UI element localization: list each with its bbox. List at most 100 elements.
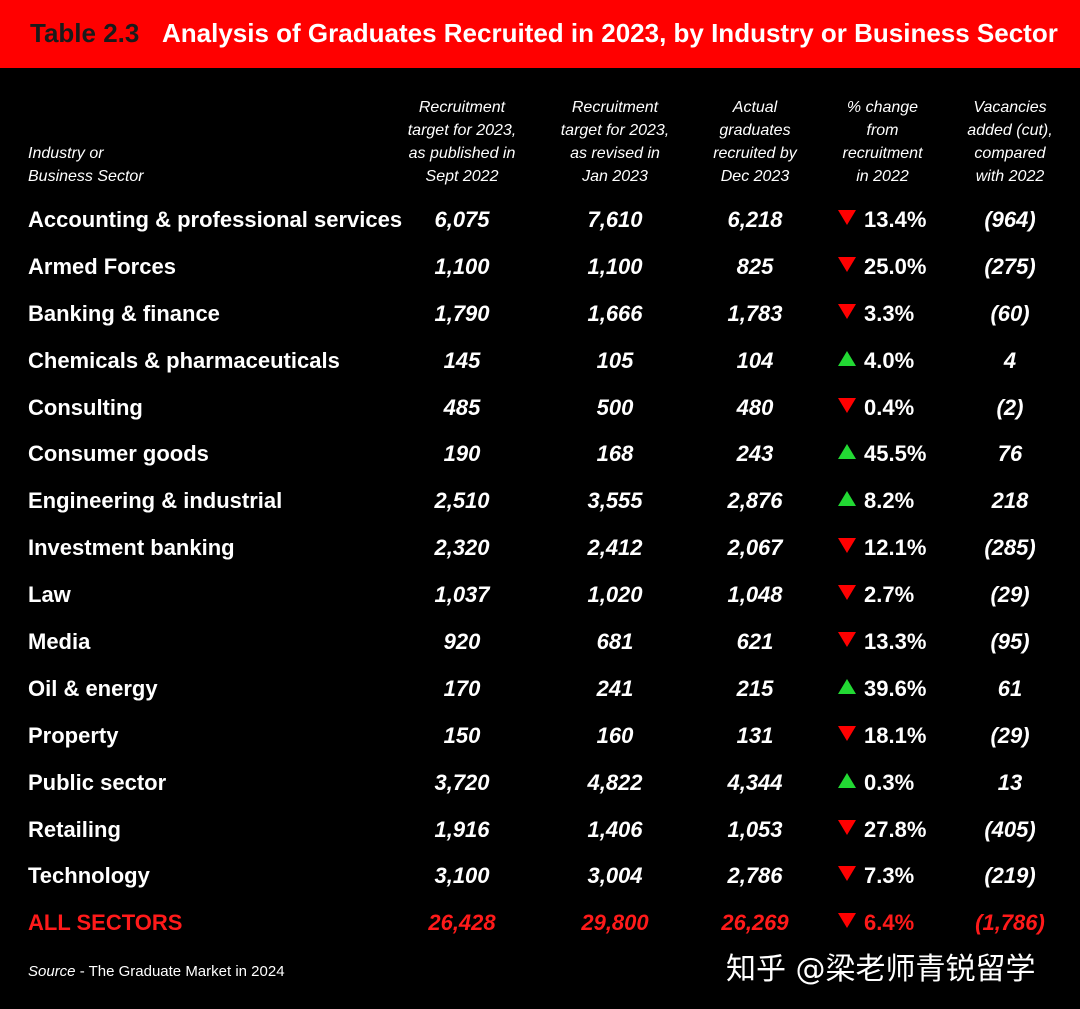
- target-jan-value: 681: [596, 629, 634, 655]
- target-jan-value: 1,666: [587, 300, 643, 326]
- table-row: Public sector 3,720 4,822 4,344 0.3% 13: [0, 760, 1080, 807]
- source-note: Source - The Graduate Market in 2024: [28, 963, 285, 980]
- actual-value: 1,783: [727, 300, 783, 326]
- target-sept-value: 145: [443, 347, 481, 373]
- triangle-down-icon: [838, 256, 856, 272]
- actual-value: 2,786: [727, 863, 783, 889]
- table-row: Consulting 485 500 480 0.4% (2): [0, 385, 1080, 432]
- vacancies-value: 61: [997, 675, 1023, 701]
- table-row: Investment banking 2,320 2,412 2,067 12.1% (2…: [0, 525, 1080, 572]
- target-sept-value: 1,790: [434, 300, 490, 326]
- table-row: Technology 3,100 3,004 2,786 7.3% (219): [0, 853, 1080, 900]
- vacancies-value: (275): [984, 253, 1036, 279]
- table-row-total: ALL SECTORS 26,428 29,800 26,269 6.4% (1,786): [0, 900, 1080, 947]
- target-sept-value: 2,510: [434, 488, 490, 514]
- sector-name: Engineering & industrial: [28, 488, 283, 514]
- column-header-vacancies: Vacancies added (cut), compared with 202…: [967, 99, 1053, 185]
- sector-name: Retailing: [28, 816, 121, 842]
- sector-name: Public sector: [28, 769, 167, 795]
- table-row: Media 920 681 621 13.3% (95): [0, 619, 1080, 666]
- pct-change-value: 3.3%: [864, 300, 915, 326]
- actual-value: 480: [736, 394, 774, 420]
- actual-value: 2,067: [727, 535, 783, 561]
- vacancies-value: (2): [996, 394, 1024, 420]
- target-jan-value: 168: [596, 441, 634, 467]
- vacancies-value: (1,786): [975, 910, 1045, 936]
- sector-name: Investment banking: [28, 535, 235, 561]
- vacancies-value: (95): [990, 629, 1030, 655]
- target-jan-value: 500: [596, 394, 634, 420]
- table-row: Retailing 1,916 1,406 1,053 27.8% (405): [0, 807, 1080, 854]
- table-row: Oil & energy 170 241 215 39.6% 61: [0, 666, 1080, 713]
- vacancies-value: 4: [1003, 347, 1017, 373]
- triangle-down-icon: [838, 725, 856, 741]
- target-sept-value: 920: [443, 629, 481, 655]
- column-header-actual: Actual graduates recruited by Dec 2023: [713, 99, 797, 185]
- pct-change-value: 13.4%: [864, 207, 927, 232]
- actual-value: 4,344: [727, 769, 783, 795]
- table-row: Law 1,037 1,020 1,048 2.7% (29): [0, 572, 1080, 619]
- target-sept-value: 170: [443, 675, 481, 701]
- table-number: Table 2.3: [30, 18, 140, 48]
- sector-name: Oil & energy: [28, 675, 158, 701]
- triangle-down-icon: [838, 913, 856, 929]
- target-jan-value: 7,610: [587, 207, 643, 232]
- vacancies-value: (60): [990, 300, 1030, 326]
- actual-value: 825: [736, 253, 774, 279]
- column-header-target-jan: Recruitment target for 2023, as revised …: [560, 99, 670, 185]
- actual-value: 2,876: [727, 488, 783, 514]
- triangle-down-icon: [838, 632, 856, 648]
- watermark: 知乎 @梁老师青锐留学: [726, 952, 1036, 987]
- table-row: Engineering & industrial 2,510 3,555 2,876 8…: [0, 478, 1080, 525]
- sector-name: Law: [28, 582, 71, 608]
- source-text: - The Graduate Market in 2024: [75, 963, 285, 980]
- pct-change-cell: 39.6%: [838, 676, 948, 702]
- title-banner: Table 2.3 Analysis of Graduates Recruite…: [0, 0, 1080, 68]
- sector-name: ALL SECTORS: [28, 910, 183, 936]
- pct-change-cell: 13.3%: [838, 629, 948, 655]
- target-jan-value: 160: [596, 722, 634, 748]
- target-sept-value: 190: [443, 441, 481, 467]
- actual-value: 1,053: [727, 816, 783, 842]
- source-label: Source: [28, 963, 76, 980]
- target-jan-value: 3,004: [587, 863, 643, 889]
- pct-change-value: 13.3%: [864, 629, 927, 655]
- actual-value: 215: [736, 675, 774, 701]
- triangle-down-icon: [838, 397, 856, 413]
- sector-name: Media: [28, 629, 91, 655]
- target-jan-value: 1,406: [587, 816, 643, 842]
- table-row: Accounting & professional services 6,075 7…: [0, 197, 1080, 244]
- pct-change-value: 39.6%: [864, 675, 927, 701]
- pct-change-cell: 7.3%: [838, 863, 948, 889]
- actual-value: 243: [736, 441, 774, 467]
- pct-change-value: 12.1%: [864, 535, 927, 561]
- table-row: Consumer goods 190 168 243 45.5% 76: [0, 431, 1080, 478]
- target-sept-value: 2,320: [434, 535, 490, 561]
- pct-change-value: 45.5%: [864, 441, 927, 467]
- target-sept-value: 1,916: [434, 816, 490, 842]
- pct-change-cell: 18.1%: [838, 723, 948, 749]
- triangle-down-icon: [838, 538, 856, 554]
- pct-change-value: 25.0%: [864, 253, 927, 279]
- table-row: Armed Forces 1,100 1,100 825 25.0% (275): [0, 244, 1080, 291]
- triangle-down-icon: [838, 210, 856, 225]
- actual-value: 1,048: [727, 582, 783, 608]
- sector-name: Property: [28, 722, 119, 748]
- sector-name: Technology: [28, 863, 150, 889]
- pct-change-value: 27.8%: [864, 816, 927, 842]
- actual-value: 104: [736, 347, 774, 373]
- triangle-up-icon: [838, 678, 856, 694]
- actual-value: 621: [736, 629, 774, 655]
- pct-change-value: 4.0%: [864, 347, 915, 373]
- pct-change-cell: 25.0%: [838, 254, 948, 280]
- triangle-down-icon: [838, 585, 856, 601]
- table-row: Property 150 160 131 18.1% (29): [0, 713, 1080, 760]
- pct-change-cell: 2.7%: [838, 582, 948, 608]
- target-jan-value: 2,412: [587, 535, 643, 561]
- triangle-down-icon: [838, 866, 856, 882]
- pct-change-cell: 6.4%: [838, 910, 948, 936]
- pct-change-value: 2.7%: [864, 582, 915, 608]
- target-jan-value: 3,555: [587, 488, 643, 514]
- pct-change-value: 7.3%: [864, 863, 915, 889]
- sector-name: Banking & finance: [28, 300, 220, 326]
